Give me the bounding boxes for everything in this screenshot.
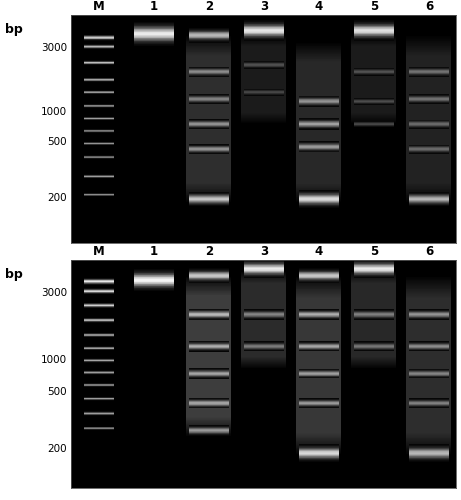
Text: 3: 3 <box>260 0 268 13</box>
Text: 3: 3 <box>260 245 268 258</box>
Text: 1000: 1000 <box>41 355 67 365</box>
Text: bp: bp <box>5 23 23 36</box>
Text: 1000: 1000 <box>41 106 67 117</box>
Text: 5: 5 <box>370 0 378 13</box>
Text: 1: 1 <box>150 245 158 258</box>
Text: 4: 4 <box>315 0 323 13</box>
Text: 500: 500 <box>47 387 67 397</box>
Text: 6: 6 <box>425 245 433 258</box>
Text: 5: 5 <box>370 245 378 258</box>
Text: 3000: 3000 <box>41 288 67 298</box>
Text: 200: 200 <box>47 444 67 454</box>
Text: 4: 4 <box>315 245 323 258</box>
Text: 6: 6 <box>425 0 433 13</box>
Text: 3000: 3000 <box>41 43 67 53</box>
Text: 1: 1 <box>150 0 158 13</box>
Text: M: M <box>93 245 105 258</box>
Text: 2: 2 <box>205 245 213 258</box>
Text: 2: 2 <box>205 0 213 13</box>
Text: 500: 500 <box>47 138 67 147</box>
Text: M: M <box>93 0 105 13</box>
Text: 200: 200 <box>47 193 67 203</box>
Text: bp: bp <box>5 268 23 281</box>
